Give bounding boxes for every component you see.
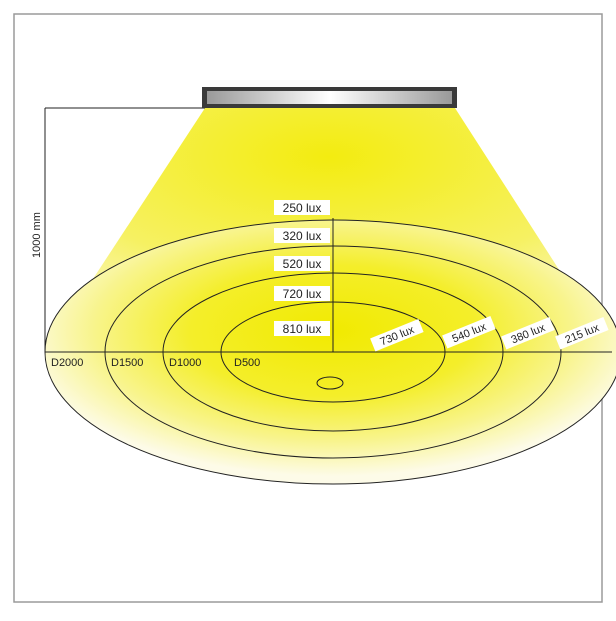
height-label: 1000 mm xyxy=(31,212,43,258)
center-spot xyxy=(316,376,344,390)
luminaire xyxy=(202,87,457,108)
lux-label-320: 320 lux xyxy=(283,229,322,243)
lux-label-810: 810 lux xyxy=(283,322,322,336)
luminaire-diffuser xyxy=(207,91,452,104)
axis-lines xyxy=(45,218,612,353)
lux-label-520: 520 lux xyxy=(283,257,322,271)
diameter-label-d1500: D1500 xyxy=(111,357,143,369)
diameter-label-d1000: D1000 xyxy=(169,357,201,369)
diameter-label-d2000: D2000 xyxy=(51,357,83,369)
vertical-lux-labels: 250 lux 320 lux 520 lux 720 lux 810 lux xyxy=(274,200,330,336)
lux-label-720: 720 lux xyxy=(283,287,322,301)
lux-label-250: 250 lux xyxy=(283,201,322,215)
height-dimension xyxy=(44,107,205,352)
diameter-labels: D2000 D1500 D1000 D500 xyxy=(51,357,260,369)
diagonal-lux-labels: 730 lux 540 lux 380 lux 215 lux xyxy=(370,315,609,352)
diameter-label-d500: D500 xyxy=(234,357,260,369)
